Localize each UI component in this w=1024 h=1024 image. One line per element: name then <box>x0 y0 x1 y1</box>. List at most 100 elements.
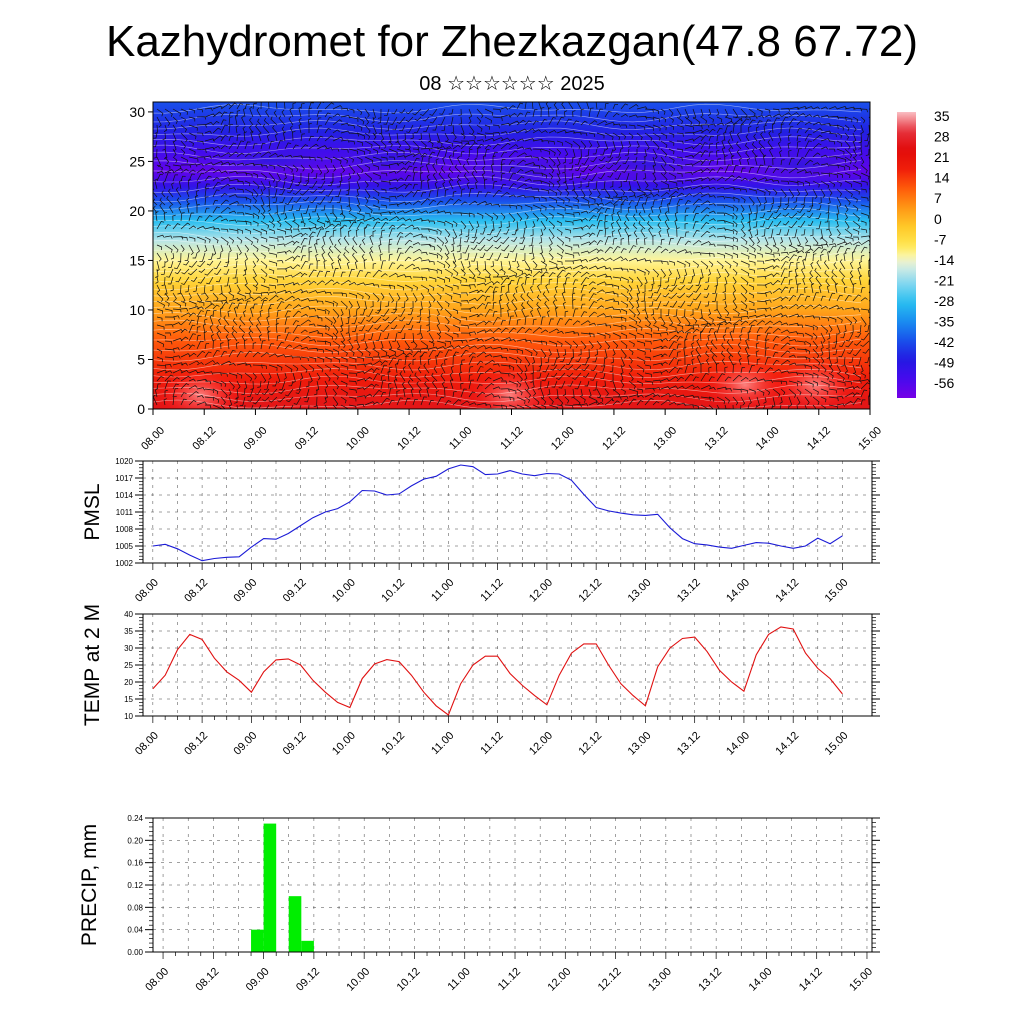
wind-barb <box>369 234 374 246</box>
wind-barb <box>532 356 536 365</box>
wind-barb <box>163 211 168 222</box>
wind-barb <box>636 258 647 262</box>
wind-barb <box>604 110 612 118</box>
wind-barb <box>764 388 771 396</box>
wind-barb <box>328 245 334 254</box>
wind-barb <box>482 260 487 271</box>
wind-barb <box>628 257 638 262</box>
wind-barb <box>548 244 552 252</box>
wind-barb <box>586 102 590 110</box>
wind-barb <box>764 379 773 383</box>
wind-barb <box>407 308 414 316</box>
wind-barb <box>724 327 730 334</box>
wind-barb <box>612 400 620 406</box>
wind-barb <box>249 125 254 134</box>
wind-barb <box>276 335 281 342</box>
wind-barb <box>732 404 734 409</box>
wind-barb <box>284 142 292 150</box>
wind-barb <box>516 348 523 354</box>
wind-barb <box>244 180 251 187</box>
x-tick-label: 08.12 <box>194 966 222 994</box>
wind-barb <box>492 189 502 198</box>
wind-barb <box>164 164 171 170</box>
wind-barb <box>212 200 219 206</box>
wind-barb <box>736 132 742 142</box>
wind-barb <box>860 212 869 219</box>
x-tick-label: 11.00 <box>447 425 474 452</box>
wind-barb <box>692 185 704 190</box>
wind-barb <box>293 396 302 405</box>
wind-barb <box>576 172 582 179</box>
wind-barb <box>812 340 819 350</box>
wind-barb <box>228 111 234 118</box>
wind-barb <box>628 104 639 110</box>
wind-barb <box>359 308 366 316</box>
wind-barb <box>564 110 568 118</box>
wind-barb <box>257 118 262 126</box>
wind-barb <box>347 308 351 319</box>
wind-barb <box>159 197 166 206</box>
wind-barb <box>636 124 646 131</box>
wind-barb <box>671 276 678 286</box>
wind-barb <box>852 124 857 133</box>
wind-barb <box>492 181 498 190</box>
wind-barb <box>404 263 416 270</box>
wind-barb <box>600 148 606 156</box>
wind-barb <box>236 244 242 256</box>
contour-line <box>153 319 862 329</box>
wind-barb <box>700 268 704 280</box>
wind-barb <box>572 396 581 406</box>
x-tick-label: 12.12 <box>596 966 624 994</box>
wind-barb <box>228 380 235 390</box>
pmsl-frame <box>142 460 873 564</box>
wind-barb <box>550 364 558 371</box>
wind-barb <box>324 270 331 278</box>
wind-barb <box>316 238 320 246</box>
wind-barb <box>356 116 365 125</box>
wind-barb <box>764 320 773 326</box>
contour-line <box>153 176 862 186</box>
wind-barb <box>836 245 844 254</box>
wind-barb <box>572 204 579 209</box>
wind-barb <box>588 215 597 222</box>
wind-barb <box>188 399 197 406</box>
wind-barb <box>684 373 694 382</box>
wind-barb <box>412 140 420 151</box>
wind-barb <box>228 219 237 223</box>
wind-barb <box>559 356 566 363</box>
wind-barb <box>796 134 802 142</box>
wind-barb <box>484 404 492 408</box>
wind-barb <box>180 375 191 382</box>
wind-barb <box>652 387 661 391</box>
wind-barb <box>588 396 598 404</box>
wind-barb <box>172 132 177 143</box>
wind-barb <box>492 132 501 136</box>
wind-barb <box>524 186 534 190</box>
wind-barb <box>396 359 402 366</box>
wind-barb <box>412 183 418 190</box>
x-tick-label: 15.00 <box>823 577 851 605</box>
wind-barb <box>484 202 493 207</box>
wind-barb <box>572 372 582 380</box>
wind-barb <box>260 268 268 278</box>
wind-barb <box>204 244 208 253</box>
wind-barb <box>261 388 270 395</box>
wind-barb <box>244 292 251 298</box>
wind-barb <box>773 204 782 214</box>
wind-barb <box>196 148 207 153</box>
wind-barb <box>448 154 454 166</box>
wind-barb <box>388 156 396 161</box>
wind-barb <box>652 140 660 151</box>
wind-barb <box>348 404 357 409</box>
wind-barb <box>676 108 682 118</box>
wind-barb <box>372 389 382 398</box>
wind-barb <box>764 356 771 366</box>
wind-barb <box>164 308 173 314</box>
wind-barb <box>616 210 622 222</box>
wind-barb <box>651 276 655 286</box>
x-tick-label: 08.00 <box>143 966 171 994</box>
wind-barb <box>444 340 452 345</box>
wind-barb <box>154 124 158 134</box>
wind-barb <box>652 148 658 160</box>
wind-barb <box>212 177 220 182</box>
